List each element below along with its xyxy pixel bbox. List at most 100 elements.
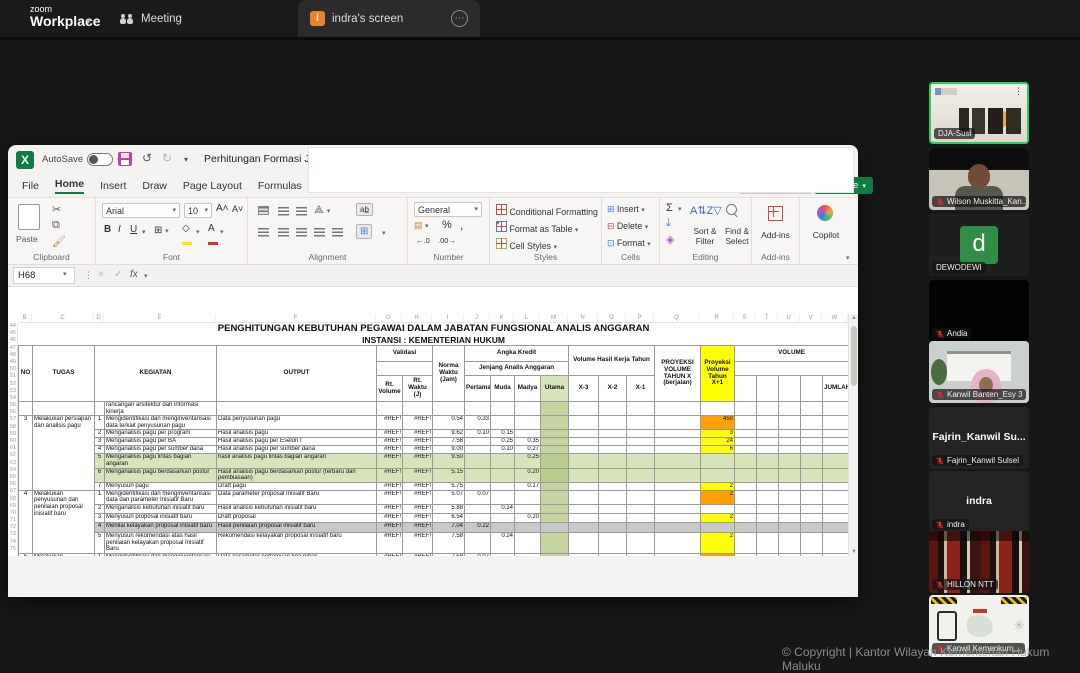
grid-cell[interactable]: [800, 415, 823, 431]
comma-style-icon[interactable]: ,: [460, 218, 464, 232]
grid-cell[interactable]: [734, 521, 757, 533]
grid-cell[interactable]: Mengidentifikasi dan menginventarisasi d…: [104, 415, 217, 431]
grid-cell[interactable]: [700, 552, 735, 556]
grid-cell[interactable]: [598, 481, 627, 491]
grid-cell[interactable]: 3: [94, 437, 105, 447]
grid-cell[interactable]: 0.27: [514, 445, 541, 455]
grid-cell[interactable]: [756, 445, 779, 455]
grid-cell[interactable]: [821, 489, 850, 505]
grid-cell[interactable]: 5: [94, 453, 105, 469]
grid-cell[interactable]: [654, 445, 701, 455]
row-header[interactable]: 65: [9, 473, 16, 480]
grid-cell[interactable]: #REF!: [402, 453, 433, 469]
row-header[interactable]: 74: [9, 538, 16, 545]
grid-cell[interactable]: [598, 489, 627, 505]
autosave-toggle[interactable]: [87, 153, 114, 166]
decrease-indent-icon[interactable]: [314, 228, 325, 237]
grid-cell[interactable]: 2: [700, 512, 735, 523]
row-header[interactable]: 58: [9, 423, 16, 430]
grid-cell[interactable]: [464, 437, 491, 447]
grid-cell[interactable]: 0.14: [490, 503, 515, 514]
grid-cell[interactable]: 2: [700, 481, 735, 491]
find-select-button[interactable]: Find & Select: [725, 226, 749, 246]
grid-cell[interactable]: 2: [700, 531, 735, 554]
tab-meeting[interactable]: Meeting: [108, 0, 194, 37]
grid-cell[interactable]: PENGHITUNGAN KEBUTUHAN PEGAWAI DALAM JAB…: [18, 323, 849, 335]
grid-cell[interactable]: 6.54: [432, 512, 465, 523]
grid-cell[interactable]: Hasil penilaian proposal inisiatif baru: [216, 521, 377, 533]
row-header[interactable]: 53: [9, 387, 16, 394]
grid-cell[interactable]: 9.62: [432, 429, 465, 439]
grid-cell[interactable]: [756, 489, 779, 505]
grid-cell[interactable]: 2: [94, 503, 105, 514]
name-box[interactable]: H68: [13, 267, 75, 284]
merge-chevron-icon[interactable]: ▾: [382, 230, 386, 237]
grid-cell[interactable]: 6: [700, 445, 735, 455]
grid-cell[interactable]: [626, 531, 655, 554]
grid-cell[interactable]: 5.15: [432, 467, 465, 483]
grid-cell[interactable]: [626, 445, 655, 455]
grid-cell[interactable]: #REF!: [402, 445, 433, 455]
grid-cell[interactable]: [626, 437, 655, 447]
align-left-icon[interactable]: [258, 228, 269, 237]
grid-cell[interactable]: [540, 521, 569, 533]
grid-cell[interactable]: [654, 467, 701, 483]
column-header[interactable]: D: [94, 314, 104, 322]
grid-cell[interactable]: [514, 521, 541, 533]
grid-cell[interactable]: [568, 415, 599, 431]
align-right-icon[interactable]: [296, 228, 307, 237]
grid-cell[interactable]: 24: [700, 437, 735, 447]
grid-cell[interactable]: [598, 453, 627, 469]
row-header[interactable]: 75: [9, 545, 16, 552]
participant-tile-dewodewi[interactable]: d DEWODEWI: [929, 214, 1029, 276]
column-header[interactable]: K: [490, 314, 514, 322]
tab-page-layout[interactable]: Page Layout: [182, 180, 242, 192]
bold-button[interactable]: B: [104, 224, 112, 235]
grid-cell[interactable]: 9.00: [432, 445, 465, 455]
grid-cell[interactable]: TUGAS: [32, 345, 95, 402]
row-header[interactable]: 70: [9, 509, 16, 516]
row-header[interactable]: 54: [9, 394, 16, 401]
grid-cell[interactable]: #REF!: [402, 467, 433, 483]
grid-cell[interactable]: [540, 429, 569, 439]
grid-cell[interactable]: [598, 445, 627, 455]
grid-cell[interactable]: [778, 503, 801, 514]
grid-cell[interactable]: [568, 531, 599, 554]
row-header[interactable]: 48: [9, 351, 16, 358]
copy-icon[interactable]: ⧉: [52, 219, 60, 231]
grid-cell[interactable]: [540, 467, 569, 483]
grid-cell[interactable]: Madya: [514, 375, 541, 402]
grid-cell[interactable]: [734, 552, 757, 556]
grid-cell[interactable]: [490, 489, 515, 505]
grid-cell[interactable]: #REF!: [376, 503, 403, 514]
grid-cell[interactable]: [756, 552, 779, 556]
column-header[interactable]: H: [402, 314, 432, 322]
autosum-icon[interactable]: Σ: [666, 202, 673, 214]
grid-cell[interactable]: [733, 361, 850, 376]
grid-cell[interactable]: #REF!: [376, 521, 403, 533]
grid-cell[interactable]: [734, 445, 757, 455]
grid-cell[interactable]: [821, 400, 850, 417]
tab-formulas[interactable]: Formulas: [257, 180, 302, 192]
grid-cell[interactable]: [490, 512, 515, 523]
grid-cell[interactable]: KEGIATAN: [94, 345, 217, 402]
grid-cell[interactable]: #REF!: [376, 489, 403, 505]
grid-cell[interactable]: [568, 489, 599, 505]
grid-cell[interactable]: [756, 531, 779, 554]
grid-cell[interactable]: 7.04: [432, 521, 465, 533]
participant-tile-document[interactable]: ✳ Kanwil Kemenkum…: [929, 595, 1029, 657]
grid-cell[interactable]: Validasi: [376, 345, 433, 362]
wrap-text-icon[interactable]: ab̲: [356, 203, 373, 216]
grid-cell[interactable]: [490, 400, 515, 417]
grid-cell[interactable]: [626, 429, 655, 439]
underline-chevron-icon[interactable]: ▾: [142, 229, 146, 236]
grid-cell[interactable]: [821, 552, 850, 556]
grid-cell[interactable]: [514, 552, 541, 556]
insert-function-icon[interactable]: fx: [130, 269, 138, 280]
column-header[interactable]: P: [626, 314, 654, 322]
grid-cell[interactable]: #REF!: [376, 531, 403, 554]
grid-cell[interactable]: 3: [18, 415, 33, 491]
grid-cell[interactable]: Data parameter pertemuan tiga pihak: [216, 552, 377, 556]
grid-cell[interactable]: 7.58: [432, 531, 465, 554]
participant-tile-kanwil-banten[interactable]: Kanwil Banten_Esy 3: [929, 341, 1029, 403]
